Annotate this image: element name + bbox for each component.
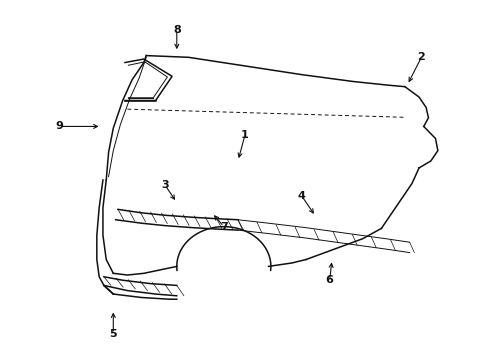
Text: 7: 7	[220, 222, 228, 231]
Text: 5: 5	[109, 329, 117, 339]
Text: 2: 2	[417, 52, 425, 62]
Text: 6: 6	[326, 275, 334, 285]
Text: 9: 9	[55, 121, 63, 131]
Text: 8: 8	[173, 25, 181, 35]
Text: 4: 4	[297, 190, 305, 201]
Text: 3: 3	[161, 180, 169, 190]
Text: 1: 1	[241, 130, 249, 140]
